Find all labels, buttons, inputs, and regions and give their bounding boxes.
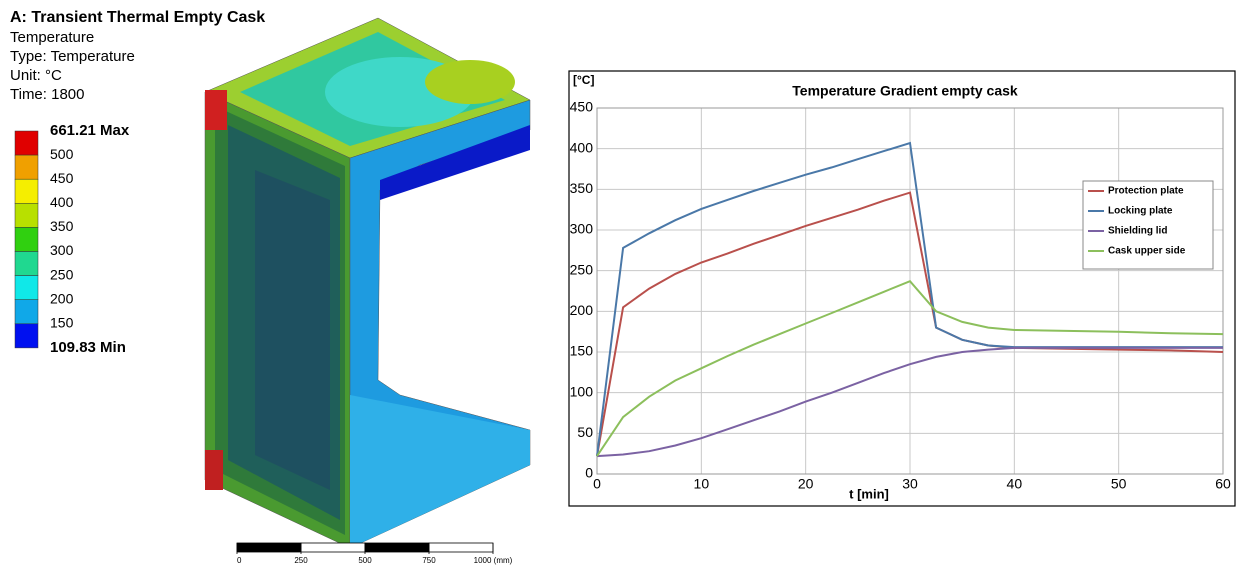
scale-segment — [429, 543, 493, 552]
x-tick-label: 60 — [1215, 476, 1231, 492]
x-tick-label: 20 — [798, 476, 814, 492]
legend-label: 450 — [50, 170, 74, 186]
scale-label: 500 — [358, 556, 372, 565]
sim-info: Temperature — [10, 29, 94, 46]
legend-label: 400 — [50, 194, 74, 210]
y-tick-label: 400 — [570, 139, 594, 155]
chart-title: Temperature Gradient empty cask — [792, 83, 1018, 99]
x-tick-label: 50 — [1111, 476, 1127, 492]
scale-segment — [237, 543, 301, 552]
legend-label: Protection plate — [1108, 186, 1184, 197]
legend-swatch — [15, 203, 38, 227]
y-tick-label: 100 — [570, 383, 594, 399]
scale-label: 750 — [422, 556, 436, 565]
legend-swatch — [15, 179, 38, 203]
legend-label: 200 — [50, 290, 74, 306]
legend-label: 500 — [50, 146, 74, 162]
y-tick-label: 0 — [585, 465, 593, 481]
x-tick-label: 40 — [1007, 476, 1023, 492]
scale-label: 1000 (mm) — [474, 556, 513, 565]
x-axis-label: t [min] — [849, 486, 889, 501]
legend-label: 661.21 Max — [50, 122, 130, 139]
y-tick-label: 450 — [570, 99, 594, 115]
y-tick-label: 200 — [570, 302, 594, 318]
y-tick-label: 50 — [577, 424, 593, 440]
x-tick-label: 30 — [902, 476, 918, 492]
legend-swatch — [15, 227, 38, 251]
y-tick-label: 350 — [570, 180, 594, 196]
legend-swatch — [15, 252, 38, 276]
y-axis-label: [°C] — [573, 73, 594, 87]
x-tick-label: 0 — [593, 476, 601, 492]
scale-segment — [301, 543, 365, 552]
page: A: Transient Thermal Empty Cask Temperat… — [0, 0, 1239, 567]
scale-label: 250 — [294, 556, 308, 565]
legend-label: 300 — [50, 242, 74, 258]
sim-info: Unit: °C — [10, 67, 62, 84]
legend-swatch — [15, 131, 38, 155]
legend-label: 350 — [50, 218, 74, 234]
legend-label: 250 — [50, 266, 74, 282]
scale-segment — [365, 543, 429, 552]
sim-title: A: Transient Thermal Empty Cask — [10, 9, 265, 26]
y-tick-label: 250 — [570, 261, 594, 277]
legend-swatch — [15, 155, 38, 179]
cask-model — [205, 18, 530, 548]
legend-swatch — [15, 276, 38, 300]
legend-swatch — [15, 300, 38, 324]
legend-label: Locking plate — [1108, 206, 1173, 217]
sim-info: Time: 1800 — [10, 86, 84, 103]
y-tick-label: 150 — [570, 343, 594, 359]
sim-info: Type: Temperature — [10, 48, 135, 65]
y-tick-label: 300 — [570, 221, 594, 237]
legend-label: 150 — [50, 315, 74, 331]
legend-swatch — [15, 324, 38, 348]
scale-label: 0 — [237, 556, 242, 565]
legend-label: Shielding lid — [1108, 226, 1167, 237]
legend-label: Cask upper side — [1108, 246, 1186, 257]
legend-label: 109.83 Min — [50, 339, 126, 356]
x-tick-label: 10 — [694, 476, 710, 492]
chart-frame — [569, 71, 1235, 506]
